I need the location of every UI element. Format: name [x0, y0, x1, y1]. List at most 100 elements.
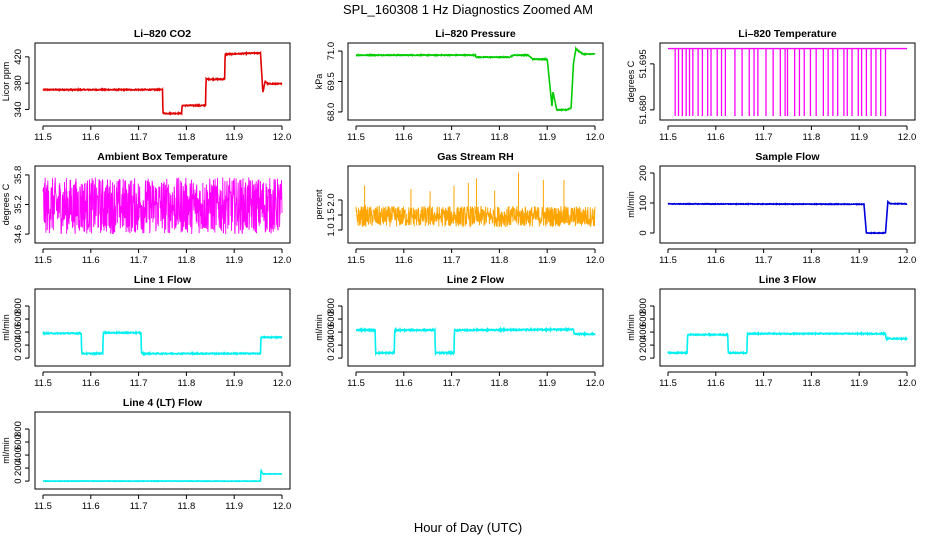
panel-title: Line 2 Flow	[447, 274, 505, 286]
x-tick-label: 11.9	[538, 378, 556, 389]
series-line	[42, 177, 283, 235]
y-tick-label: 200	[326, 337, 337, 353]
x-tick-label: 12.0	[898, 378, 917, 389]
x-tick-label: 11.5	[34, 378, 52, 389]
x-tick-label: 11.8	[491, 132, 509, 143]
x-tick-label: 11.8	[803, 255, 821, 266]
x-tick-label: 11.9	[850, 378, 868, 389]
x-tick-label: 11.5	[34, 132, 52, 143]
y-axis-label: kPa	[314, 74, 324, 90]
x-tick-label: 11.6	[707, 132, 725, 143]
x-tick-label: 12.0	[273, 255, 292, 266]
panel-title: Li–820 Temperature	[738, 28, 837, 40]
x-tick-label: 11.5	[659, 378, 677, 389]
series-line	[42, 330, 283, 357]
y-tick-label: 1.5	[326, 208, 337, 221]
panel-3: Ambient Box Temperature degrees C 11.5 11.6…	[1, 151, 291, 266]
y-tick-label: 600	[13, 311, 24, 327]
panel-title: Li–820 Pressure	[435, 28, 516, 40]
x-tick-label: 11.7	[130, 132, 148, 143]
x-tick-label: 11.7	[130, 378, 148, 389]
y-tick-label: 1.0	[326, 223, 337, 236]
panel-7: Line 2 Flow ml/min 11.5 11.6 11.7 11.8 11.9 12.…	[314, 274, 604, 389]
y-tick-label: 34.6	[13, 225, 24, 244]
panel-title: Line 4 (LT) Flow	[123, 397, 203, 409]
x-tick-label: 11.8	[178, 501, 196, 512]
x-tick-label: 11.6	[82, 132, 100, 143]
series-line	[355, 204, 596, 227]
x-tick-label: 11.7	[443, 255, 461, 266]
x-tick-label: 11.9	[225, 501, 243, 512]
x-tick-label: 11.5	[34, 501, 52, 512]
x-tick-label: 11.9	[538, 255, 556, 266]
plot-frame	[34, 411, 291, 490]
y-tick-label: 35.8	[13, 166, 24, 185]
y-tick-label: 0	[638, 355, 649, 360]
x-tick-label: 11.9	[225, 132, 243, 143]
y-tick-label: 400	[13, 324, 24, 340]
series-line	[42, 468, 283, 483]
y-tick-label: 200	[13, 337, 24, 353]
x-tick-label: 11.9	[850, 132, 868, 143]
series-line	[356, 326, 596, 357]
y-tick-label: 380	[13, 75, 24, 91]
y-axis-label: ml/min	[626, 314, 636, 341]
panels-group: Li–820 CO2 Licor ppm 11.5 11.6 11.7 11.8 11.9 1…	[1, 28, 916, 512]
y-axis-label: degrees C	[626, 60, 636, 102]
x-tick-label: 11.8	[491, 255, 509, 266]
plot-frame	[34, 42, 291, 121]
x-tick-label: 11.7	[755, 378, 773, 389]
x-tick-label: 11.5	[659, 132, 677, 143]
x-tick-label: 11.7	[443, 378, 461, 389]
x-tick-label: 11.9	[850, 255, 868, 266]
x-tick-label: 11.7	[443, 132, 461, 143]
series-line	[355, 45, 596, 112]
plot-frame	[34, 288, 291, 367]
x-tick-label: 11.7	[755, 255, 773, 266]
y-tick-label: 51.695	[638, 49, 649, 78]
y-axis-label: Licor ppm	[1, 62, 11, 102]
x-tick-label: 11.5	[34, 255, 52, 266]
x-tick-label: 11.5	[659, 255, 677, 266]
x-tick-label: 11.7	[130, 501, 148, 512]
panel-4: Gas Stream RH percent 11.5 11.6 11.7 11.8 11.9…	[314, 151, 604, 266]
x-tick-label: 12.0	[273, 501, 292, 512]
y-tick-label: 200	[638, 165, 649, 181]
y-tick-label: 600	[326, 311, 337, 327]
plot-frame	[347, 42, 604, 121]
panel-2: Li–820 Temperature degrees C 11.5 11.6 11.7 1…	[626, 28, 916, 143]
panel-5: Sample Flow ml/min 11.5 11.6 11.7 11.8 11.9 12.…	[626, 151, 916, 266]
series-line	[667, 199, 908, 235]
plot-frame	[659, 165, 916, 244]
x-tick-label: 11.9	[538, 132, 556, 143]
y-tick-label: 51.680	[638, 95, 649, 124]
y-tick-label: 400	[638, 324, 649, 340]
y-tick-label: 800	[13, 421, 24, 437]
x-tick-label: 11.8	[803, 378, 821, 389]
y-tick-label: 400	[326, 324, 337, 340]
y-tick-label: 400	[13, 447, 24, 463]
y-tick-label: 35.2	[13, 195, 24, 214]
x-tick-label: 11.5	[347, 132, 365, 143]
y-tick-label: 100	[638, 195, 649, 211]
x-tick-label: 11.6	[82, 255, 100, 266]
plot-frame	[347, 288, 604, 367]
y-tick-label: 800	[326, 298, 337, 314]
panel-title: Line 1 Flow	[134, 274, 192, 286]
x-tick-label: 12.0	[586, 255, 605, 266]
panel-title: Sample Flow	[755, 151, 820, 163]
x-tick-label: 11.6	[82, 501, 100, 512]
panel-title: Li–820 CO2	[134, 28, 191, 40]
panel-1: Li–820 Pressure kPa 11.5 11.6 11.7 11.8 11.9 12…	[314, 28, 604, 143]
x-tick-label: 12.0	[273, 378, 292, 389]
plot-frame	[34, 165, 291, 244]
x-tick-label: 11.6	[82, 378, 100, 389]
y-axis-label: ml/min	[1, 437, 11, 464]
y-axis-label: ml/min	[626, 191, 636, 218]
y-tick-label: 800	[13, 298, 24, 314]
x-tick-label: 11.8	[178, 378, 196, 389]
x-tick-label: 12.0	[586, 132, 605, 143]
panel-title: Line 3 Flow	[759, 274, 817, 286]
panel-0: Li–820 CO2 Licor ppm 11.5 11.6 11.7 11.8 11.9 1…	[1, 28, 291, 143]
x-tick-label: 12.0	[273, 132, 292, 143]
